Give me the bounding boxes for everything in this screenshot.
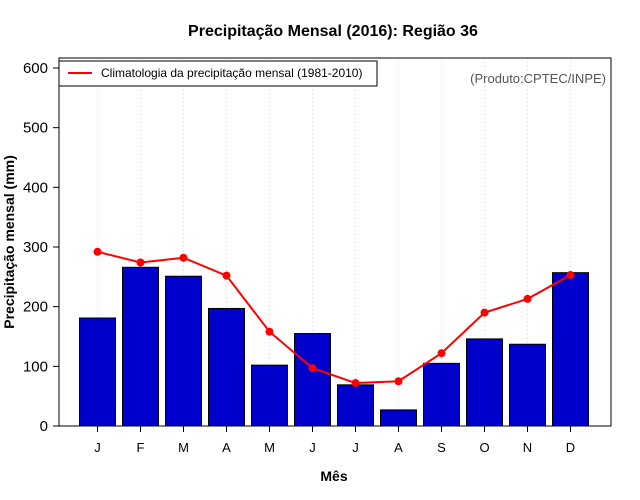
bar-series: [79, 266, 589, 427]
climatology-line: [97, 250, 571, 385]
plot-frame: [58, 57, 612, 427]
y-tick-label: 300: [23, 239, 48, 256]
bar-2: [165, 275, 202, 427]
x-tick-label: F: [137, 440, 145, 455]
x-axis-label: Mês: [320, 468, 347, 484]
climatology-point: [523, 294, 532, 303]
x-tick-label: M: [178, 440, 189, 455]
climatology-point: [394, 377, 403, 386]
grid-lines: [97, 58, 571, 426]
climatology-point: [566, 271, 575, 280]
x-tick-label: S: [437, 440, 446, 455]
bar-7: [380, 409, 417, 427]
x-tick-label: A: [222, 440, 231, 455]
bar-0: [79, 317, 116, 427]
bar-6: [337, 384, 374, 427]
bar-10: [509, 343, 546, 427]
chart-title: Precipitação Mensal (2016): Região 36: [188, 23, 478, 40]
x-tick-label: D: [566, 440, 575, 455]
x-tick-label: J: [94, 440, 101, 455]
y-tick-label: 200: [23, 299, 48, 316]
climatology-point: [437, 349, 446, 358]
y-tick-label: 100: [23, 358, 48, 375]
x-tick-label: J: [352, 440, 359, 455]
x-tick-label: A: [394, 440, 403, 455]
climatology-point: [93, 247, 102, 256]
legend-label: Climatologia da precipitação mensal (198…: [101, 66, 362, 80]
bar-9: [466, 338, 503, 427]
x-tick-label: N: [523, 440, 532, 455]
climatology-series: [93, 247, 575, 388]
bar-4: [251, 364, 288, 427]
y-tick-label: 600: [23, 60, 48, 77]
x-tick-label: M: [264, 440, 275, 455]
bar-5: [294, 333, 331, 427]
bar-11: [552, 272, 589, 427]
x-tick-label: O: [479, 440, 489, 455]
legend: Climatologia da precipitação mensal (198…: [58, 60, 378, 87]
climatology-point: [222, 271, 231, 280]
y-tick-label: 500: [23, 120, 48, 137]
x-tick-label: J: [309, 440, 316, 455]
y-axis: 0 100 200 300 400 500 600: [23, 60, 59, 435]
bar-1: [122, 266, 159, 427]
y-tick-label: 0: [40, 418, 48, 435]
climatology-point: [351, 379, 360, 388]
y-tick-label: 400: [23, 179, 48, 196]
y-axis-label: Precipitação mensal (mm): [1, 155, 17, 329]
climatology-point: [265, 327, 274, 336]
credit-text: (Produto:CPTEC/INPE): [470, 71, 606, 86]
bar-3: [208, 307, 245, 427]
climatology-point: [308, 364, 317, 373]
climatology-point: [480, 308, 489, 317]
legend-box: [58, 60, 378, 87]
bar-8: [423, 362, 460, 427]
climatology-point: [179, 253, 188, 262]
climatology-point: [136, 258, 145, 267]
